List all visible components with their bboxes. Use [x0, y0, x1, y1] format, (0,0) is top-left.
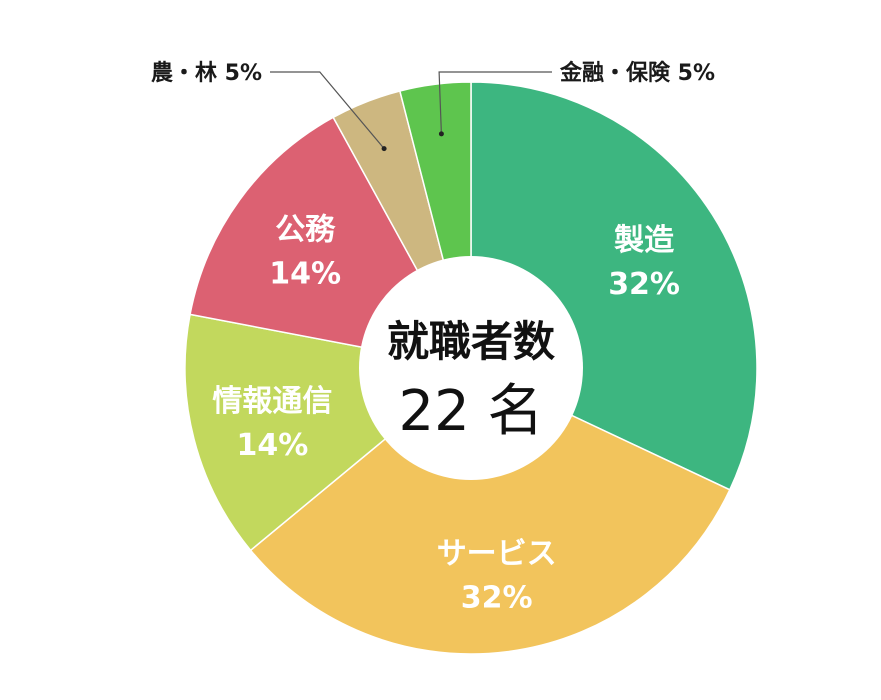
center-count: 22 名: [398, 379, 543, 444]
slice-0-percent-label: 32%: [608, 267, 680, 302]
slice-5-leader-line: [438, 71, 552, 134]
slice-1-name-label: サービス: [437, 536, 557, 571]
slice-2-percent-label: 14%: [236, 428, 308, 463]
slice-2-name-label: 情報通信: [212, 384, 332, 419]
slice-labels: 製造 32% サービス 32% 情報通信 14% 公務 14% 農・林 5% 金融・保険 5%: [151, 60, 715, 615]
slice-3-percent-label: 14%: [269, 257, 341, 292]
center-title: 就職者数: [387, 317, 555, 366]
slice-5-leader-dot: [438, 131, 444, 137]
slice-4-outside-label: 農・林 5%: [151, 61, 262, 86]
slice-5-outside-label: 金融・保険 5%: [559, 60, 715, 86]
slice-4-leader-line: [270, 71, 385, 149]
slice-1-wedge: [249, 367, 731, 655]
slice-1-percent-label: 32%: [461, 580, 533, 615]
slice-4-leader-dot: [381, 146, 387, 152]
slice-0-name-label: 製造: [614, 223, 674, 258]
slice-3-name-label: 公務: [275, 213, 336, 248]
leader-lines: [270, 71, 552, 152]
center-hole: [359, 256, 583, 480]
